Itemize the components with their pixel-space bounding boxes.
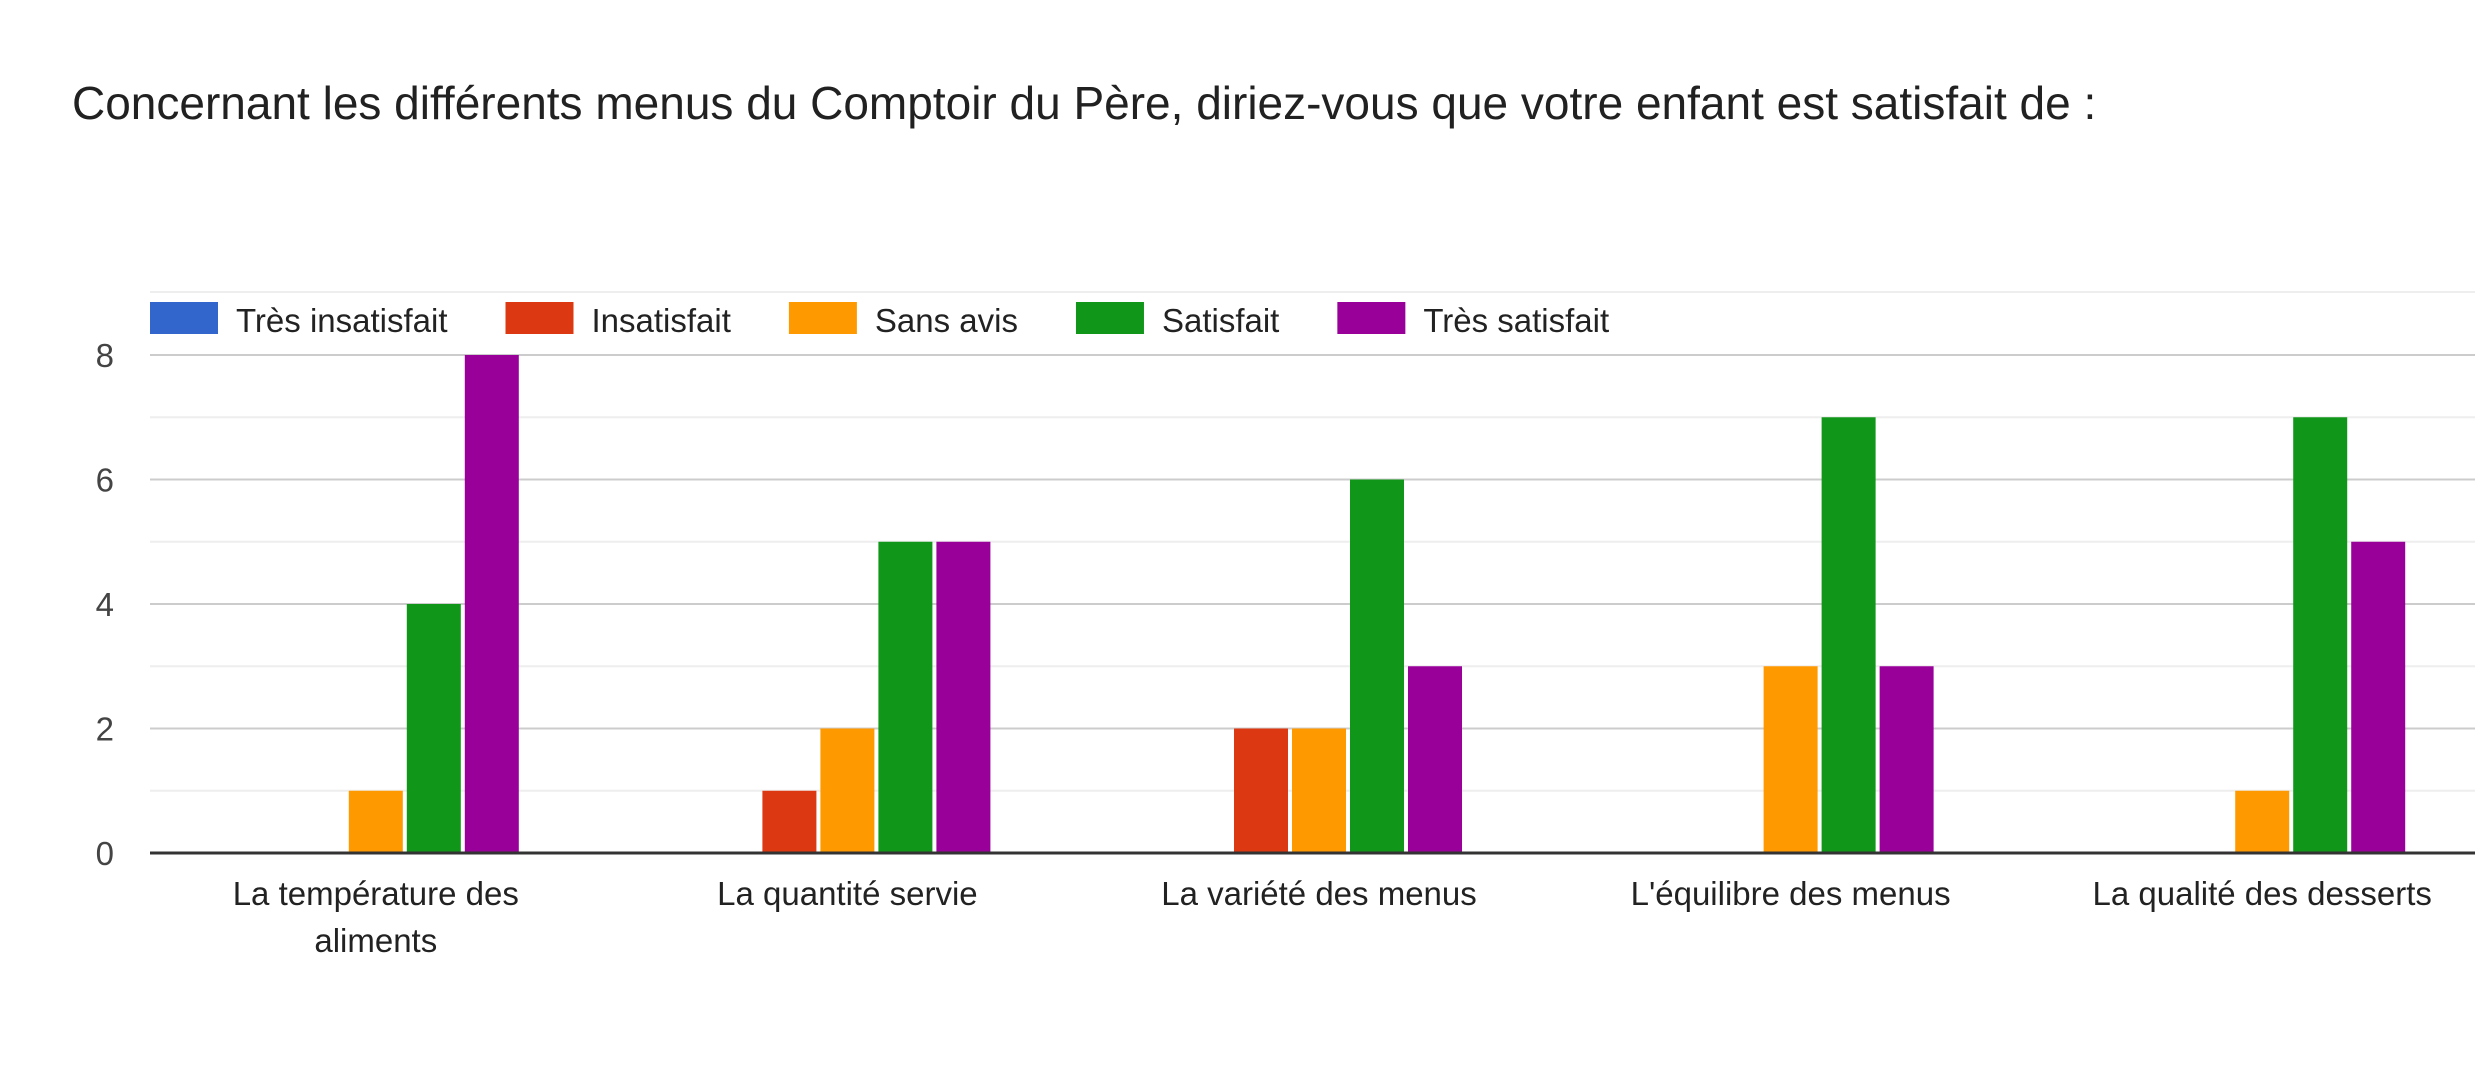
bar (820, 728, 875, 853)
y-tick-label: 4 (96, 586, 114, 623)
y-tick-label: 6 (96, 462, 114, 499)
legend-swatch (1337, 302, 1406, 334)
y-tick-label: 8 (96, 337, 114, 374)
bar (936, 541, 991, 853)
bar (1408, 666, 1463, 853)
legend-label: Insatisfait (592, 302, 731, 339)
x-tick-label: L'équilibre des menus (1631, 875, 1951, 912)
bar (1879, 666, 1934, 853)
legend-swatch (1075, 302, 1144, 334)
bar (878, 541, 933, 853)
bar (2351, 541, 2406, 853)
bar (1234, 728, 1289, 853)
bar (1821, 417, 1876, 853)
legend-swatch (150, 302, 218, 334)
legend-label: Très satisfait (1423, 302, 1609, 339)
chart-title: Concernant les différents menus du Compt… (72, 77, 2097, 129)
bar (1763, 666, 1818, 853)
y-tick-label: 0 (96, 835, 114, 872)
bar (1292, 728, 1347, 853)
bar (464, 355, 519, 853)
legend-swatch (505, 302, 574, 334)
legend-label: Très insatisfait (236, 302, 448, 339)
x-tick-label: La température des (233, 875, 519, 912)
legend-label: Satisfait (1162, 302, 1279, 339)
bar (762, 790, 817, 853)
x-tick-label: La variété des menus (1161, 875, 1477, 912)
x-tick-label: La qualité des desserts (2093, 875, 2432, 912)
x-tick-label: La quantité servie (717, 875, 978, 912)
legend: Très insatisfait Insatisfait Sans avis Sati… (150, 302, 1609, 339)
legend-swatch (788, 302, 857, 334)
bar (406, 604, 461, 853)
legend-label: Sans avis (875, 302, 1018, 339)
y-tick-label: 2 (96, 711, 114, 748)
axes: 0 2 4 6 8 La température des aliments La quanti… (96, 337, 2475, 959)
bar (348, 790, 403, 853)
bar (2235, 790, 2290, 853)
bars (348, 355, 2406, 853)
bar (2293, 417, 2348, 853)
bar (1350, 479, 1405, 853)
x-tick-label: aliments (314, 922, 437, 959)
